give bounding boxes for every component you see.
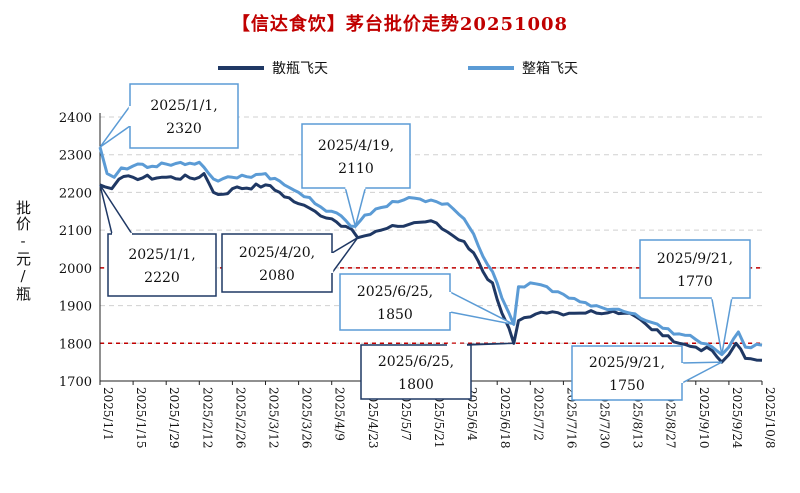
callout-label-value: 1800 (398, 377, 434, 393)
y-tick-label: 2300 (59, 149, 92, 164)
callout-box (221, 233, 333, 293)
series-line-0 (99, 172, 763, 364)
callout-label-date: 2025/9/21, (657, 251, 733, 267)
x-tick-label: 2025/7/2 (531, 387, 545, 441)
y-tick-label: 1700 (59, 375, 92, 390)
legend-label-0: 散瓶飞天 (272, 61, 328, 77)
callout-label-date: 2025/1/1, (150, 98, 217, 114)
chart-title: 【信达食饮】茅台批价走势20251008 (231, 14, 569, 35)
callout-4: 2025/6/25, 1850 (339, 273, 515, 331)
callout-label-value: 2320 (166, 121, 202, 137)
series-line-1 (98, 146, 763, 357)
x-tick-label: 2025/6/4 (465, 387, 479, 441)
callout-pointer (681, 361, 723, 385)
callout-box (360, 344, 472, 400)
callout-7: 2025/9/21, 1750 (571, 345, 723, 401)
callout-3: 2025/4/20, 2080 (221, 233, 359, 293)
x-tick-label: 2025/7/30 (598, 387, 612, 449)
x-tick-label: 2025/1/29 (167, 387, 181, 449)
x-tick-label: 2025/5/21 (432, 387, 446, 449)
callout-box (639, 239, 751, 299)
y-tick-label: 1800 (59, 337, 92, 352)
callout-label-date: 2025/6/25, (357, 284, 433, 300)
callout-label-date: 2025/1/1, (128, 247, 195, 263)
callout-label-date: 2025/9/21, (589, 355, 665, 371)
callout-box (339, 273, 451, 331)
y-tick-label: 2200 (59, 186, 92, 201)
x-tick-label: 2025/7/16 (564, 387, 578, 449)
callout-label-value: 2110 (338, 161, 374, 177)
callout-label-value: 2080 (259, 268, 295, 284)
x-tick-label: 2025/8/27 (664, 387, 678, 449)
callout-label-value: 2220 (144, 270, 180, 286)
callout-6: 2025/9/21, 1770 (639, 239, 751, 355)
callout-label-date: 2025/4/20, (239, 245, 315, 261)
callout-box (107, 233, 217, 297)
callout-pointer (449, 290, 515, 326)
legend-item-1: 整箱飞天 (468, 58, 578, 78)
callout-box (129, 83, 239, 149)
y-tick-label: 2000 (59, 262, 92, 277)
x-tick-label: 2025/3/26 (300, 387, 314, 449)
x-tick-label: 2025/1/15 (134, 387, 148, 449)
x-tick-label: 2025/1/1 (101, 387, 115, 441)
y-tick-label: 2400 (59, 111, 92, 126)
legend: 散瓶飞天 整箱飞天 (0, 58, 800, 82)
x-tick-label: 2025/6/18 (498, 387, 512, 449)
x-tick-label: 2025/5/7 (399, 387, 413, 441)
callout-2: 2025/1/1, 2220 (99, 184, 217, 297)
callout-pointer (344, 187, 367, 230)
callout-label-value: 1850 (377, 307, 413, 323)
callout-label-date: 2025/4/19, (318, 138, 394, 154)
legend-label-1: 整箱飞天 (522, 61, 578, 77)
callout-5: 2025/6/25, 1800 (360, 342, 514, 400)
x-tick-label: 2025/2/12 (200, 387, 214, 449)
x-tick-label: 2025/9/10 (697, 387, 711, 449)
callout-1: 2025/4/19, 2110 (301, 123, 411, 230)
x-tick-label: 2025/4/9 (333, 387, 347, 441)
x-tick-label: 2025/2/26 (233, 387, 247, 449)
y-tick-label: 2100 (59, 224, 92, 239)
y-axis-label: 批价-元/瓶 (14, 200, 32, 302)
legend-item-0: 散瓶飞天 (218, 58, 328, 78)
callout-box (571, 345, 683, 401)
callout-box (301, 123, 411, 189)
callout-label-value: 1750 (609, 378, 645, 394)
x-tick-label: 2025/8/13 (631, 387, 645, 449)
callout-label-value: 1770 (677, 274, 713, 290)
x-tick-label: 2025/10/8 (763, 387, 777, 449)
y-tick-label: 1900 (59, 300, 92, 315)
x-tick-label: 2025/4/23 (366, 387, 380, 449)
callout-label-date: 2025/6/25, (378, 354, 454, 370)
callout-0: 2025/1/1, 2320 (99, 83, 239, 149)
callout-pointer (99, 103, 131, 148)
x-tick-label: 2025/3/12 (267, 387, 281, 449)
legend-swatch-1 (468, 66, 514, 70)
legend-swatch-0 (218, 66, 264, 70)
x-tick-label: 2025/9/24 (730, 387, 744, 449)
